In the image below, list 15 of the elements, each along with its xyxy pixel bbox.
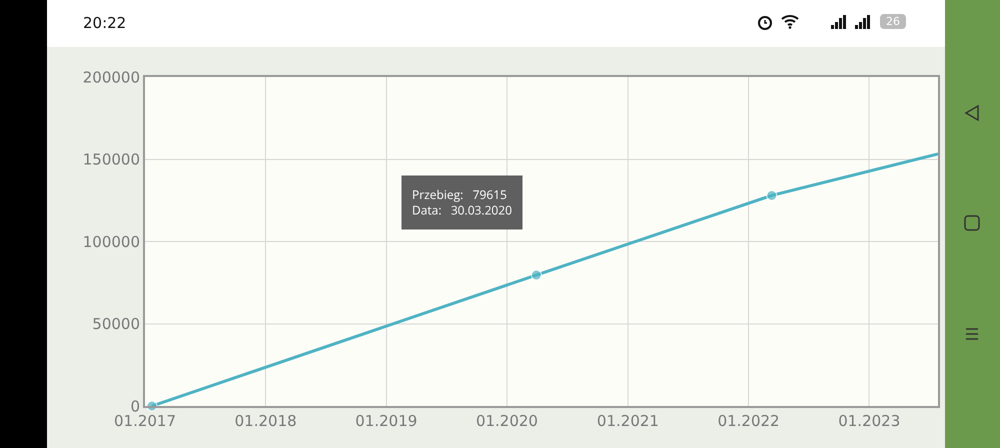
x-tick-label: 01.2019 xyxy=(355,412,418,430)
point xyxy=(766,190,778,201)
x-tick-label: 01.2021 xyxy=(596,412,659,430)
y-tick-label: 50000 xyxy=(92,315,140,333)
annotation: Przebieg: 79615 Data: 30.03.2020 xyxy=(412,186,512,219)
y-tick-label: 100000 xyxy=(82,232,140,251)
text: 20:22 xyxy=(83,14,126,32)
x-tick-label: 01.2020 xyxy=(476,412,538,430)
y-tick-label: 150000 xyxy=(82,150,140,168)
y-tick-label: 200000 xyxy=(82,68,140,86)
point xyxy=(530,270,542,281)
x-tick-label: 01.2018 xyxy=(234,412,297,430)
battery-icon: 26 xyxy=(880,14,906,29)
x-tick-label: 01.2022 xyxy=(718,412,780,430)
x-tick-label: 01.2023 xyxy=(838,412,900,430)
